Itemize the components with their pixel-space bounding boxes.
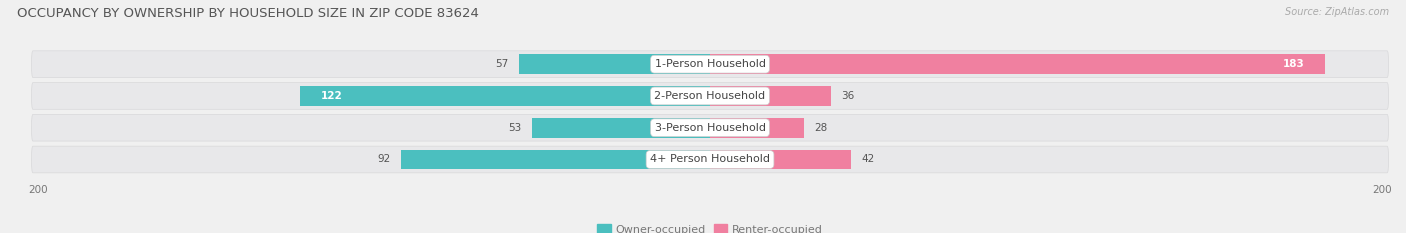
Text: 42: 42 — [862, 154, 875, 164]
FancyBboxPatch shape — [531, 118, 710, 137]
Text: 92: 92 — [378, 154, 391, 164]
Text: 4+ Person Household: 4+ Person Household — [650, 154, 770, 164]
FancyBboxPatch shape — [31, 114, 1389, 141]
FancyBboxPatch shape — [710, 118, 804, 137]
Text: OCCUPANCY BY OWNERSHIP BY HOUSEHOLD SIZE IN ZIP CODE 83624: OCCUPANCY BY OWNERSHIP BY HOUSEHOLD SIZE… — [17, 7, 479, 20]
FancyBboxPatch shape — [710, 86, 831, 106]
Text: 28: 28 — [814, 123, 827, 133]
FancyBboxPatch shape — [31, 51, 1389, 78]
Text: 1-Person Household: 1-Person Household — [655, 59, 765, 69]
Legend: Owner-occupied, Renter-occupied: Owner-occupied, Renter-occupied — [593, 220, 827, 233]
Text: 183: 183 — [1282, 59, 1305, 69]
Text: 2-Person Household: 2-Person Household — [654, 91, 766, 101]
Text: 57: 57 — [495, 59, 509, 69]
FancyBboxPatch shape — [710, 54, 1324, 74]
FancyBboxPatch shape — [710, 150, 851, 169]
FancyBboxPatch shape — [31, 83, 1389, 109]
Text: 53: 53 — [509, 123, 522, 133]
FancyBboxPatch shape — [401, 150, 710, 169]
Text: 3-Person Household: 3-Person Household — [655, 123, 765, 133]
Text: 36: 36 — [841, 91, 855, 101]
FancyBboxPatch shape — [519, 54, 710, 74]
Text: Source: ZipAtlas.com: Source: ZipAtlas.com — [1285, 7, 1389, 17]
FancyBboxPatch shape — [301, 86, 710, 106]
FancyBboxPatch shape — [31, 146, 1389, 173]
Text: 122: 122 — [321, 91, 342, 101]
